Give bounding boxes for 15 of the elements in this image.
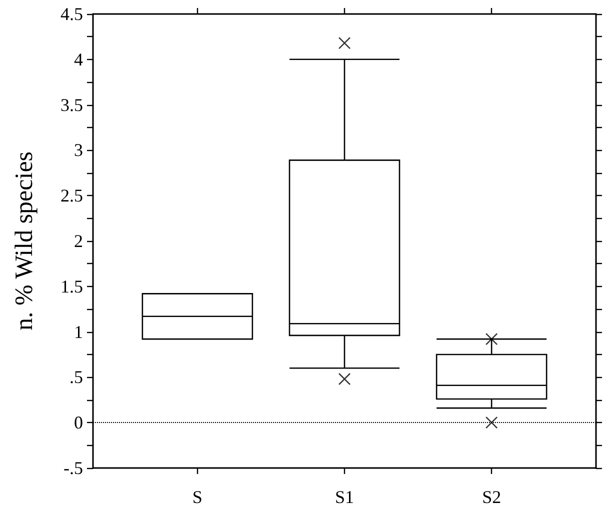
- y-tick-label: 3.5: [60, 94, 83, 115]
- x-tick-label: S: [192, 487, 202, 507]
- y-tick-label: 1: [74, 322, 83, 342]
- y-tick-label: 2.5: [60, 186, 83, 206]
- y-tick-label: 4.5: [60, 4, 83, 24]
- y-tick-label: 2: [74, 231, 83, 251]
- x-tick-label: S2: [482, 487, 502, 507]
- x-tick-label: S1: [334, 487, 354, 507]
- y-tick-label: -.5: [64, 458, 83, 478]
- y-tick-label: .5: [70, 367, 83, 388]
- y-tick-label: 0: [74, 412, 83, 433]
- y-axis-title: n. % Wild species: [11, 151, 38, 331]
- y-tick-label: 1.5: [60, 276, 83, 296]
- y-tick-label: 4: [74, 49, 83, 70]
- y-tick-label: 3: [74, 140, 83, 160]
